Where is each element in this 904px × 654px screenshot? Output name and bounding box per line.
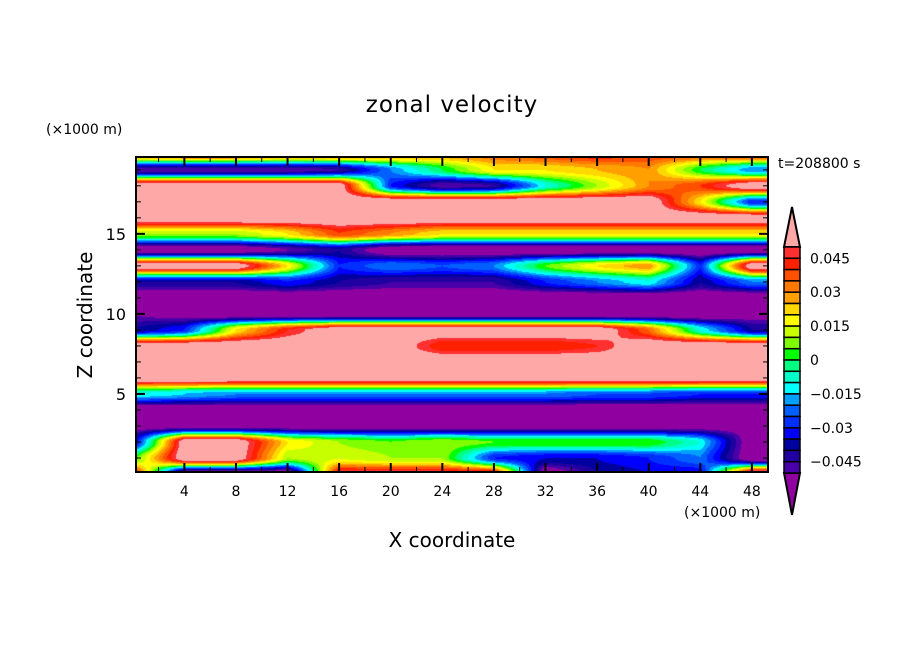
plot-frame [135,156,769,473]
x-tick-label: 24 [433,484,451,500]
x-tick-label: 48 [743,484,761,500]
x-tick-label: 44 [691,484,709,500]
y-tick-label: 5 [116,385,126,404]
contour-field [136,157,768,472]
x-tick-label: 8 [231,484,240,500]
chart-title: zonal velocity [366,92,538,118]
colorbar-swatch [783,325,801,339]
x-axis-label: X coordinate [389,528,516,552]
colorbar-swatch [783,268,801,282]
y-unit-label: (×1000 m) [46,122,122,138]
x-tick-label: 28 [485,484,503,500]
colorbar-swatch [783,415,801,429]
colorbar-tick-label: 0.015 [810,319,850,335]
colorbar-tick-label: 0.045 [810,251,850,267]
colorbar-swatch [783,257,801,271]
y-tick-label: 15 [106,225,126,244]
colorbar-swatch [783,438,801,452]
colorbar-swatch [783,404,801,418]
x-tick-label: 40 [640,484,658,500]
colorbar-swatch [783,381,801,395]
x-unit-label: (×1000 m) [684,505,760,521]
x-tick-label: 12 [279,484,297,500]
colorbar-swatch [783,302,801,316]
colorbar-under-triangle [782,472,802,516]
x-tick-label: 20 [382,484,400,500]
colorbar-over-triangle [782,206,802,248]
colorbar-swatch [783,347,801,361]
colorbar-swatch [783,314,801,327]
x-tick-label: 16 [330,484,348,500]
y-axis-label: Z coordinate [73,252,97,379]
colorbar-tick-label: 0.03 [810,285,841,301]
colorbar-swatch [783,280,801,293]
colorbar-swatch [783,359,801,373]
colorbar-swatch [783,393,801,406]
colorbar-swatch [783,370,801,384]
colorbar-tick-label: −0.045 [810,455,862,471]
colorbar-tick-label: −0.03 [810,421,853,437]
x-tick-label: 36 [588,484,606,500]
colorbar-tick-label: −0.015 [810,387,862,403]
colorbar-swatch [783,291,801,305]
colorbar-swatch [783,427,801,440]
colorbar-swatch [783,246,801,260]
x-tick-label: 4 [180,484,189,500]
y-tick-label: 10 [106,305,126,324]
colorbar-tick-label: 0 [810,353,819,369]
colorbar-swatch [783,460,801,474]
colorbar: 0.045 0.03 0.015 0 −0.015 −0.03 −0.045 [782,206,862,516]
x-tick-label: 32 [537,484,555,500]
colorbar-swatch [783,336,801,350]
colorbar-swatch [783,449,801,463]
time-label: t=208800 s [778,156,860,172]
